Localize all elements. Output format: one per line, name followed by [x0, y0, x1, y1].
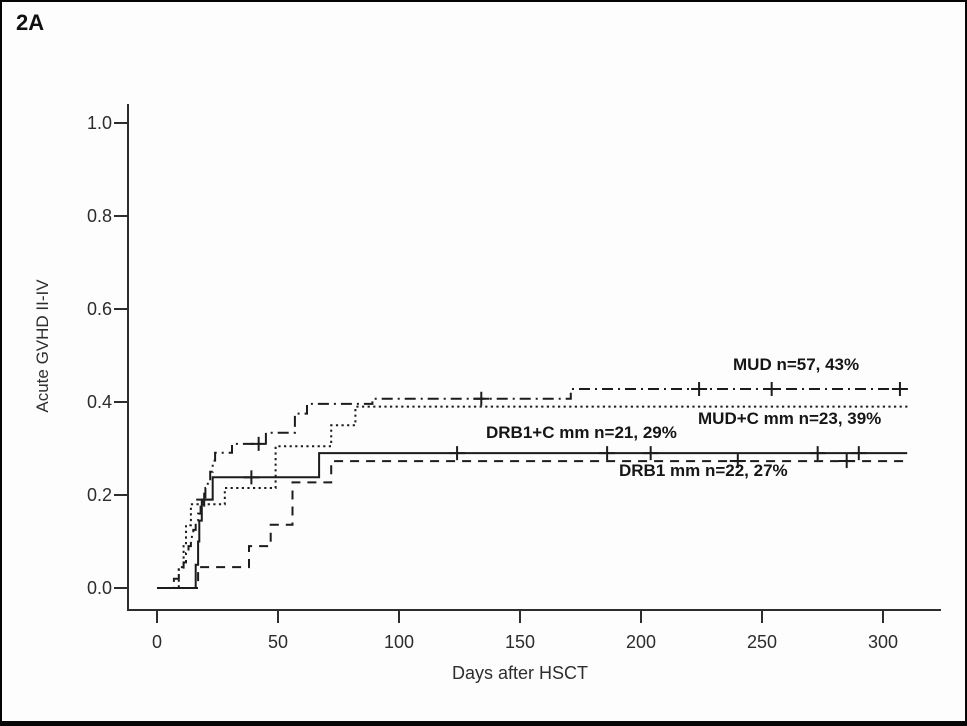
x-tick-label: 0 [151, 632, 162, 652]
y-tick-label: 0.0 [86, 578, 112, 598]
panel-label: 2A [16, 10, 45, 35]
y-tick-label: 0.4 [86, 392, 112, 412]
x-tick-label: 250 [746, 632, 778, 652]
series-line-drb1-mm [157, 460, 908, 589]
x-tick-label: 100 [383, 632, 415, 652]
series-line-mud-c-mm [157, 405, 910, 589]
x-tick-label: 50 [267, 632, 289, 652]
curve-label-mud: MUD n=57, 43% [733, 355, 860, 374]
series-line-mud [157, 388, 905, 589]
curve-label-drb1c: DRB1+C mm n=21, 29% [486, 423, 677, 442]
curve-label-mudc: MUD+C mm n=23, 39% [698, 409, 882, 428]
y-axis-title: Acute GVHD II-IV [33, 279, 52, 413]
y-tick-label: 0.2 [86, 485, 112, 505]
y-tick-label: 1.0 [86, 113, 112, 133]
x-tick-label: 200 [625, 632, 657, 652]
curve-label-drb1: DRB1 mm n=22, 27% [619, 461, 788, 480]
x-tick-label: 300 [867, 632, 899, 652]
x-tick-label: 150 [504, 632, 536, 652]
y-tick-label: 0.8 [86, 206, 112, 226]
series-line-drb1-c-mm [157, 452, 908, 589]
x-axis-title: Days after HSCT [451, 663, 589, 683]
y-tick-label: 0.6 [86, 299, 112, 319]
